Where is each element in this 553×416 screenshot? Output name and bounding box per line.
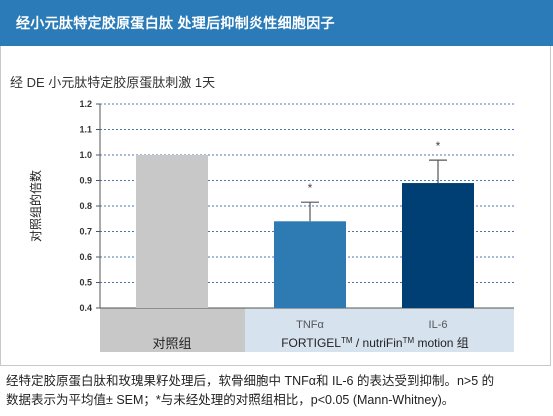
significance-marker: * bbox=[436, 139, 441, 153]
page-title: 经小元肽特定胶原蛋白肽 处理后抑制炎性细胞因子 bbox=[16, 15, 335, 31]
caption-line-2: 数据表示为平均值± SEM；*与未经处理的对照组相比，p<0.05 (Mann-… bbox=[6, 393, 455, 407]
y-tick-label: 0.5 bbox=[79, 278, 92, 288]
category-label-control: 对照组 bbox=[152, 336, 191, 351]
y-tick-label: 0.6 bbox=[79, 252, 92, 262]
category-band-treatment bbox=[245, 308, 514, 352]
bar bbox=[136, 155, 208, 308]
treatment-group-label: FORTIGELTM / nutriFinTM motion 组 bbox=[281, 336, 469, 351]
y-tick-label: 1.2 bbox=[79, 99, 92, 109]
y-tick-label: 1.0 bbox=[79, 150, 92, 160]
chart-title: 经 DE 小元肽特定胶原蛋肽刺激 1天 bbox=[10, 75, 216, 90]
figure-caption: 经特定胶原蛋白肽和玫瑰果籽处理后，软骨细胞中 TNFα和 IL-6 的表达受到抑… bbox=[6, 372, 546, 410]
y-tick-label: 0.9 bbox=[79, 176, 92, 186]
y-tick-label: 0.4 bbox=[79, 303, 92, 313]
caption-line-1: 经特定胶原蛋白肽和玫瑰果籽处理后，软骨细胞中 TNFα和 IL-6 的表达受到抑… bbox=[6, 374, 495, 388]
y-tick-label: 0.7 bbox=[79, 227, 92, 237]
y-tick-label: 0.8 bbox=[79, 201, 92, 211]
y-axis-label: 对照组的倍数 bbox=[28, 170, 43, 242]
category-label-tnf: TNFα bbox=[296, 319, 324, 331]
category-label-il6: IL-6 bbox=[429, 319, 448, 331]
header-banner: 经小元肽特定胶原蛋白肽 处理后抑制炎性细胞因子 bbox=[0, 0, 553, 46]
significance-marker: * bbox=[308, 181, 313, 195]
bar bbox=[274, 221, 346, 308]
category-band-control bbox=[100, 308, 245, 352]
y-tick-label: 1.1 bbox=[79, 125, 92, 135]
chart-panel bbox=[0, 46, 551, 366]
bar bbox=[402, 183, 474, 308]
